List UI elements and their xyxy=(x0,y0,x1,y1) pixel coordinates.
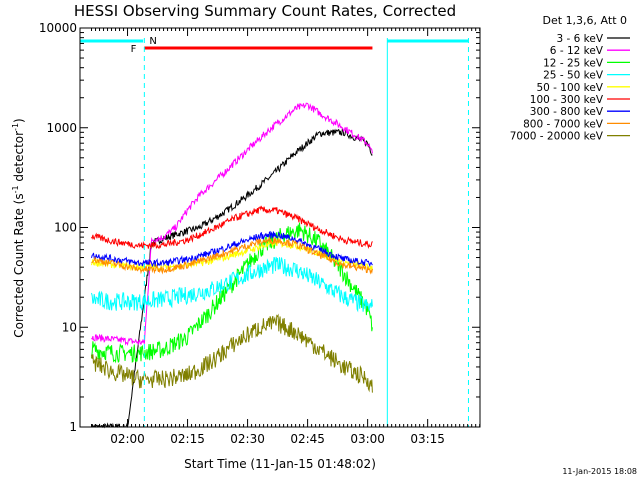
x-tick-label: 02:45 xyxy=(290,432,325,446)
y-tick-label: 10000 xyxy=(39,21,77,35)
tick-layer: 02:00 02:15 02:30 02:45 03:00 03:15 1 10 100 1000… xyxy=(39,21,481,446)
legend-label: 25 - 50 keV xyxy=(543,70,604,82)
x-tick-label: 03:15 xyxy=(410,432,445,446)
y-axis-label-end: ) xyxy=(12,118,26,123)
legend-label: 12 - 25 keV xyxy=(543,57,604,69)
series-line xyxy=(91,102,373,346)
chart-title: HESSI Observing Summary Count Rates, Cor… xyxy=(74,2,456,20)
timestamp: 11-Jan-2015 18:08 xyxy=(562,467,637,476)
x-tick-label: 02:30 xyxy=(230,432,265,446)
series-line xyxy=(91,230,373,268)
plot-frame xyxy=(79,27,481,428)
series-line xyxy=(91,205,373,250)
overlay-layer: FN xyxy=(80,36,469,427)
y-tick-label: 1 xyxy=(69,420,77,434)
y-axis-label: Corrected Count Rate (s-1 detector-1) xyxy=(11,118,26,337)
x-axis-label: Start Time (11-Jan-15 01:48:02) xyxy=(184,457,376,471)
y-axis-label-mid: detector xyxy=(12,131,26,186)
legend-label: 6 - 12 keV xyxy=(550,45,604,57)
y-axis-label-main: Corrected Count Rate (s xyxy=(12,193,26,337)
y-tick-label: 100 xyxy=(54,221,77,235)
y-axis-label-exp2: -1 xyxy=(11,123,20,131)
legend-label: 50 - 100 keV xyxy=(536,82,603,94)
y-tick-label: 10 xyxy=(62,320,77,334)
night-marker-label: N xyxy=(149,36,156,47)
series-layer xyxy=(91,102,373,429)
series-line xyxy=(91,313,373,393)
series-line xyxy=(91,238,373,272)
plot-area: FN 02:00 02:15 02:30 02:45 03:00 03:151101001… xyxy=(39,21,481,446)
legend-label: 7000 - 20000 keV xyxy=(510,131,604,143)
legend-label: 3 - 6 keV xyxy=(556,33,603,45)
x-tick-label: 02:00 xyxy=(110,432,145,446)
legend-label: 100 - 300 keV xyxy=(530,94,604,106)
legend-label: 300 - 800 keV xyxy=(530,106,604,118)
legend-label: 800 - 7000 keV xyxy=(523,118,604,130)
x-tick-label: 02:15 xyxy=(170,432,205,446)
series-line xyxy=(91,236,373,275)
y-tick-label: 1000 xyxy=(46,121,77,135)
y-axis-label-exp1: -1 xyxy=(11,185,20,193)
legend-title: Det 1,3,6, Att 0 xyxy=(543,14,627,27)
series-line xyxy=(91,256,373,313)
flare-marker-label: F xyxy=(131,44,137,55)
x-tick-label: 03:00 xyxy=(350,432,385,446)
